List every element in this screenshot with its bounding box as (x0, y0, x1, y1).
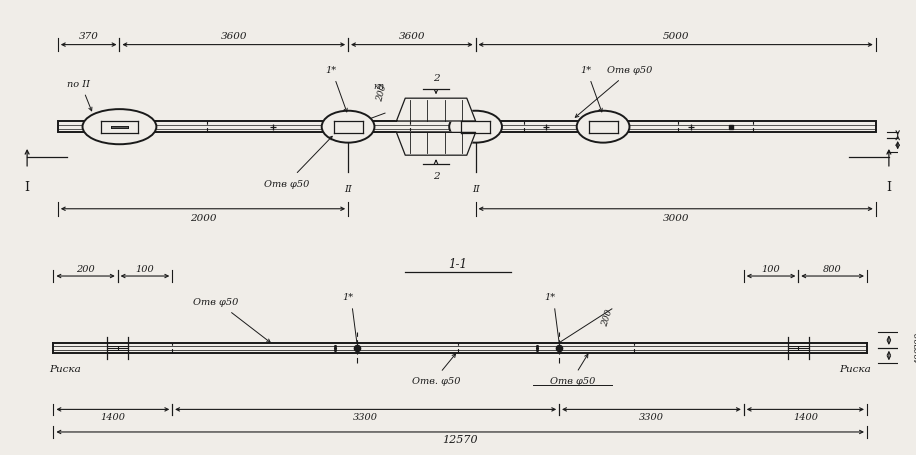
Text: 2000: 2000 (190, 214, 216, 222)
Text: 100: 100 (136, 265, 154, 273)
Text: 1-1: 1-1 (449, 258, 467, 271)
Text: кп: кп (374, 82, 385, 91)
Text: 3300: 3300 (639, 412, 664, 421)
Ellipse shape (577, 111, 629, 143)
Polygon shape (397, 133, 475, 156)
Text: 1400: 1400 (793, 412, 818, 421)
Text: 1*: 1* (545, 293, 556, 301)
Text: 100: 100 (762, 265, 780, 273)
Text: по ΙΙ: по ΙΙ (67, 80, 90, 89)
Text: ΙΙ: ΙΙ (344, 184, 352, 193)
Text: 3300: 3300 (354, 412, 378, 421)
Text: 3600: 3600 (221, 32, 247, 41)
Polygon shape (397, 99, 475, 122)
Text: 1400: 1400 (101, 412, 125, 421)
Text: Риска: Риска (840, 364, 871, 373)
Bar (58, 122, 876, 133)
Text: 3000: 3000 (662, 214, 689, 222)
Text: 2: 2 (432, 74, 440, 83)
Text: Отв φ50: Отв φ50 (264, 180, 310, 189)
Text: Ι: Ι (25, 181, 29, 194)
Ellipse shape (449, 111, 502, 143)
Text: 1*: 1* (343, 293, 354, 301)
Text: Отв. φ50: Отв. φ50 (412, 376, 460, 385)
Text: 370: 370 (79, 32, 99, 41)
Text: 800: 800 (823, 265, 842, 273)
Text: Риска: Риска (49, 364, 81, 373)
Text: 200: 200 (76, 265, 95, 273)
Text: 3600: 3600 (398, 32, 425, 41)
Text: ΙΙ: ΙΙ (472, 184, 479, 193)
Ellipse shape (322, 111, 375, 143)
Text: 200: 200 (375, 84, 388, 103)
Text: Отв φ50: Отв φ50 (193, 298, 239, 307)
Text: Ι: Ι (887, 181, 891, 194)
Text: 2: 2 (432, 172, 440, 181)
Text: 5000: 5000 (662, 32, 689, 41)
Text: Отв φ50: Отв φ50 (606, 66, 652, 75)
Text: 1*: 1* (325, 66, 336, 75)
Text: 12570: 12570 (442, 435, 478, 445)
Ellipse shape (82, 110, 157, 145)
Text: 200: 200 (601, 308, 615, 327)
Text: 1*: 1* (580, 66, 591, 75)
Text: Отв φ50: Отв φ50 (550, 376, 595, 385)
